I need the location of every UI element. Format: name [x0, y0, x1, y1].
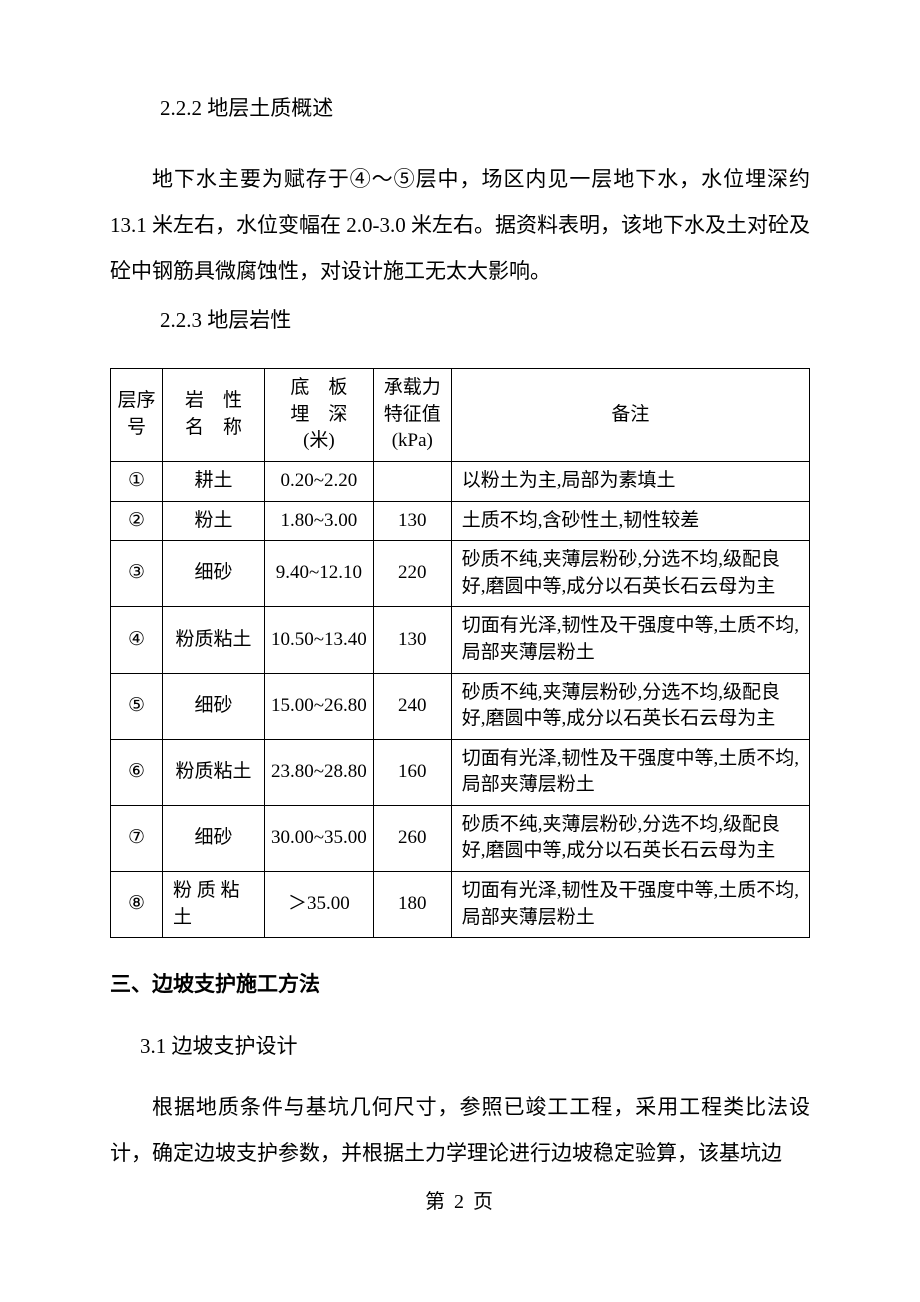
section-222-paragraph: 地下水主要为赋存于④～⑤层中，场区内见一层地下水，水位埋深约 13.1 米左右，…	[110, 156, 810, 295]
table-row: ④ 粉质粘土 10.50~13.40 130 切面有光泽,韧性及干强度中等,土质…	[111, 607, 810, 673]
cell-name: 细砂	[163, 541, 265, 607]
cell-bearing	[373, 461, 451, 501]
cell-depth: 30.00~35.00	[265, 805, 374, 871]
section-222-title: 2.2.2 地层土质概述	[160, 90, 810, 128]
header-remark: 备注	[451, 369, 809, 462]
header-bearing-l1: 承载力	[384, 377, 441, 398]
table-row: ⑤ 细砂 15.00~26.80 240 砂质不纯,夹薄层粉砂,分选不均,级配良…	[111, 673, 810, 739]
cell-name: 粉质粘土	[163, 607, 265, 673]
cell-bearing: 130	[373, 607, 451, 673]
header-bearing: 承载力 特征值 (kPa)	[373, 369, 451, 462]
cell-remark: 砂质不纯,夹薄层粉砂,分选不均,级配良好,磨圆中等,成分以石英长石云母为主	[451, 541, 809, 607]
table-row: ⑧ 粉 质 粘土 ＞35.00 180 切面有光泽,韧性及干强度中等,土质不均,…	[111, 872, 810, 938]
cell-depth: 9.40~12.10	[265, 541, 374, 607]
header-seq: 层序号	[111, 369, 163, 462]
cell-depth: 23.80~28.80	[265, 739, 374, 805]
table-row: ① 耕土 0.20~2.20 以粉土为主,局部为素填土	[111, 461, 810, 501]
cell-remark: 切面有光泽,韧性及干强度中等,土质不均,局部夹薄层粉土	[451, 872, 809, 938]
cell-seq: ⑥	[111, 739, 163, 805]
cell-depth: 15.00~26.80	[265, 673, 374, 739]
table-row: ② 粉土 1.80~3.00 130 土质不均,含砂性土,韧性较差	[111, 501, 810, 541]
cell-bearing: 160	[373, 739, 451, 805]
table-row: ⑦ 细砂 30.00~35.00 260 砂质不纯,夹薄层粉砂,分选不均,级配良…	[111, 805, 810, 871]
strata-table: 层序号 岩 性 名 称 底 板 埋 深 (米) 承载力 特征值 (kPa) 备注	[110, 368, 810, 938]
page-number: 第 2 页	[110, 1185, 810, 1214]
header-name-l2: 名 称	[185, 417, 242, 438]
cell-remark: 砂质不纯,夹薄层粉砂,分选不均,级配良好,磨圆中等,成分以石英长石云母为主	[451, 805, 809, 871]
strata-table-wrapper: 层序号 岩 性 名 称 底 板 埋 深 (米) 承载力 特征值 (kPa) 备注	[110, 368, 810, 938]
cell-bearing: 260	[373, 805, 451, 871]
cell-seq: ①	[111, 461, 163, 501]
cell-seq: ③	[111, 541, 163, 607]
cell-bearing: 220	[373, 541, 451, 607]
cell-bearing: 180	[373, 872, 451, 938]
table-body: ① 耕土 0.20~2.20 以粉土为主,局部为素填土 ② 粉土 1.80~3.…	[111, 461, 810, 937]
cell-depth: 1.80~3.00	[265, 501, 374, 541]
header-bearing-l2: 特征值	[384, 404, 441, 425]
cell-seq: ④	[111, 607, 163, 673]
cell-remark: 切面有光泽,韧性及干强度中等,土质不均,局部夹薄层粉土	[451, 739, 809, 805]
table-header-row: 层序号 岩 性 名 称 底 板 埋 深 (米) 承载力 特征值 (kPa) 备注	[111, 369, 810, 462]
header-depth: 底 板 埋 深 (米)	[265, 369, 374, 462]
cell-remark: 砂质不纯,夹薄层粉砂,分选不均,级配良好,磨圆中等,成分以石英长石云母为主	[451, 673, 809, 739]
cell-seq: ⑦	[111, 805, 163, 871]
table-row: ⑥ 粉质粘土 23.80~28.80 160 切面有光泽,韧性及干强度中等,土质…	[111, 739, 810, 805]
cell-name: 粉质粘土	[163, 739, 265, 805]
cell-seq: ②	[111, 501, 163, 541]
cell-bearing: 130	[373, 501, 451, 541]
header-name-l1: 岩 性	[185, 390, 242, 411]
section-31-paragraph: 根据地质条件与基坑几何尺寸，参照已竣工工程，采用工程类比法设计，确定边坡支护参数…	[110, 1084, 810, 1176]
cell-depth: 0.20~2.20	[265, 461, 374, 501]
header-bearing-l3: (kPa)	[392, 430, 433, 451]
header-depth-l2: 埋 深	[290, 404, 347, 425]
cell-name: 粉土	[163, 501, 265, 541]
heading-three: 三、边坡支护施工方法	[110, 968, 810, 998]
cell-seq: ⑤	[111, 673, 163, 739]
cell-remark: 以粉土为主,局部为素填土	[451, 461, 809, 501]
header-name: 岩 性 名 称	[163, 369, 265, 462]
section-223-title: 2.2.3 地层岩性	[160, 302, 810, 340]
cell-name: 粉 质 粘土	[163, 872, 265, 938]
cell-name: 细砂	[163, 673, 265, 739]
cell-remark: 切面有光泽,韧性及干强度中等,土质不均,局部夹薄层粉土	[451, 607, 809, 673]
table-row: ③ 细砂 9.40~12.10 220 砂质不纯,夹薄层粉砂,分选不均,级配良好…	[111, 541, 810, 607]
cell-name: 细砂	[163, 805, 265, 871]
cell-depth: ＞35.00	[265, 872, 374, 938]
header-depth-l1: 底 板	[290, 377, 347, 398]
header-depth-l3: (米)	[303, 430, 335, 451]
cell-seq: ⑧	[111, 872, 163, 938]
cell-depth: 10.50~13.40	[265, 607, 374, 673]
cell-name: 耕土	[163, 461, 265, 501]
cell-bearing: 240	[373, 673, 451, 739]
cell-remark: 土质不均,含砂性土,韧性较差	[451, 501, 809, 541]
section-31-title: 3.1 边坡支护设计	[140, 1030, 810, 1060]
